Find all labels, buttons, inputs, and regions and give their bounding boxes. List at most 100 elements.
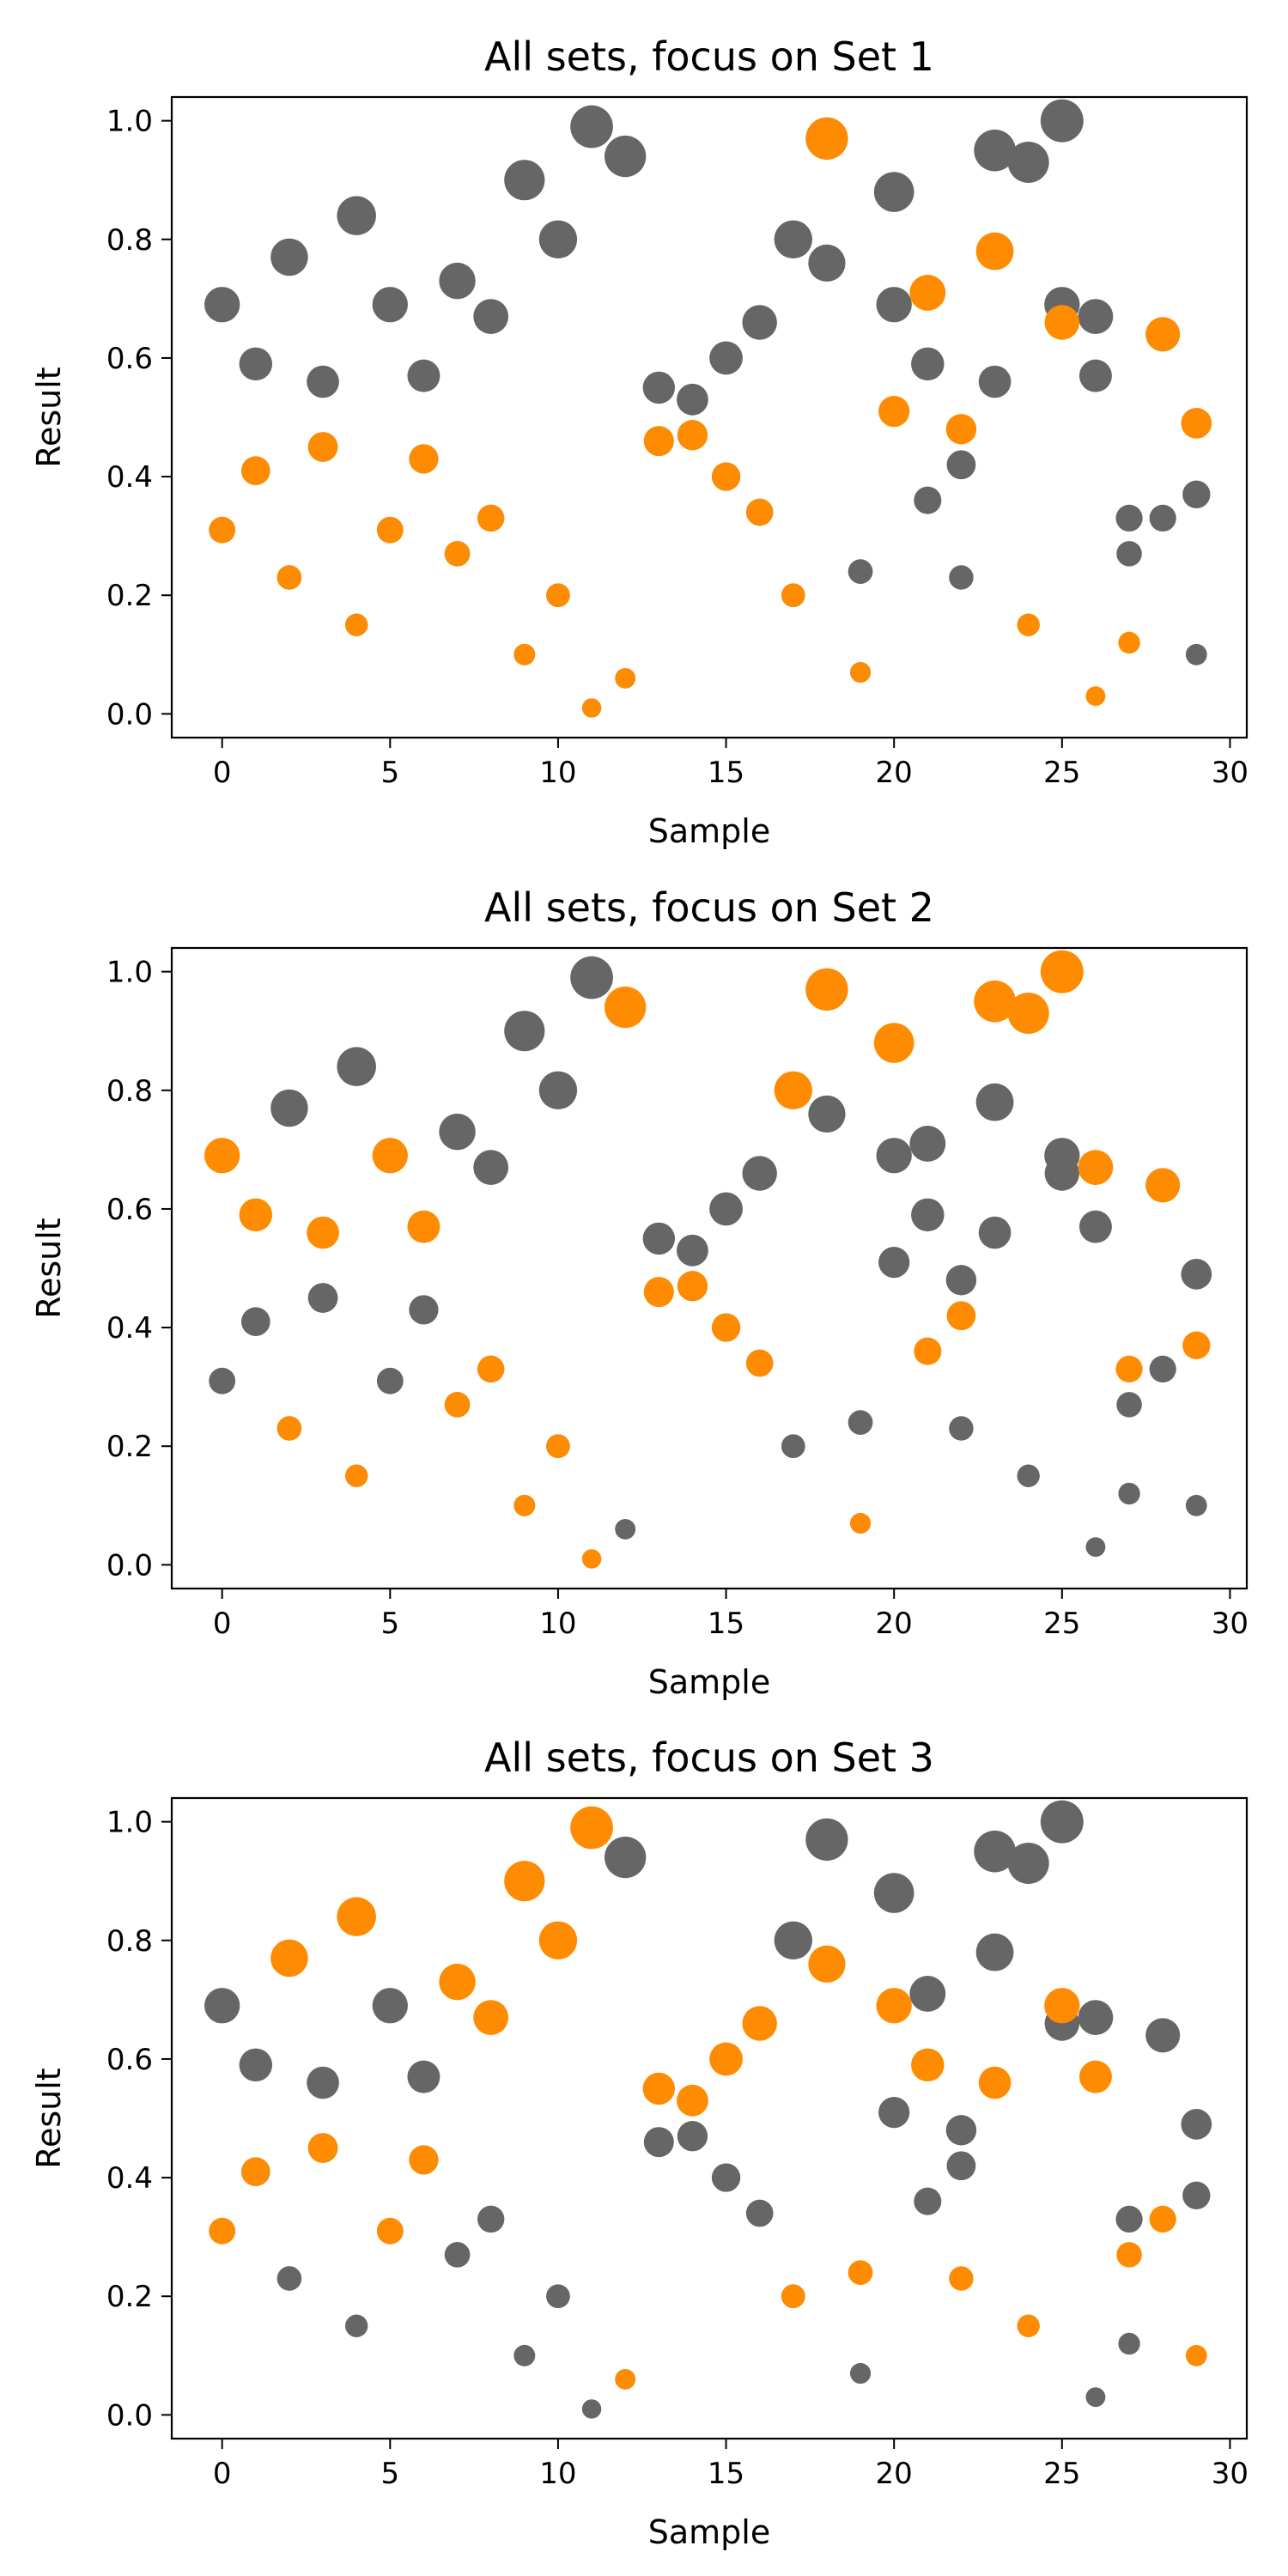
data-point xyxy=(270,1089,308,1127)
data-point xyxy=(914,486,942,514)
data-point xyxy=(911,1198,945,1232)
data-point xyxy=(949,1416,974,1441)
x-tick-label: 15 xyxy=(708,756,744,790)
data-point xyxy=(975,232,1014,270)
chart-title: All sets, focus on Set 3 xyxy=(484,1735,934,1781)
data-point xyxy=(615,1519,636,1540)
data-point xyxy=(873,1023,914,1063)
data-point xyxy=(1118,2332,1140,2355)
data-point xyxy=(709,2042,743,2076)
data-point xyxy=(615,668,636,689)
axes-frame xyxy=(170,1796,1249,2440)
x-tick-label: 25 xyxy=(1043,1607,1080,1641)
y-tick-label: 0.0 xyxy=(106,697,153,732)
data-point xyxy=(1017,613,1040,636)
data-point xyxy=(1078,1150,1114,1185)
data-point xyxy=(546,1434,570,1459)
data-point xyxy=(975,1933,1014,1971)
data-point xyxy=(643,1277,674,1308)
data-point xyxy=(677,420,708,451)
data-point xyxy=(709,341,743,375)
data-point xyxy=(1044,1988,1080,2024)
data-point xyxy=(439,1963,476,2001)
x-tick-label: 0 xyxy=(213,2457,232,2491)
data-point xyxy=(1040,950,1084,993)
data-point xyxy=(643,2127,674,2158)
data-point xyxy=(949,565,974,590)
y-tick-label: 0.2 xyxy=(106,579,153,613)
y-tick-label: 0.6 xyxy=(106,2043,153,2077)
data-point xyxy=(945,1265,977,1296)
data-point xyxy=(1182,1331,1211,1359)
data-point xyxy=(546,2284,570,2309)
data-point xyxy=(643,426,674,457)
y-tick-label: 0.4 xyxy=(106,1311,153,1346)
x-tick-label: 5 xyxy=(380,756,399,790)
y-tick-label: 0.8 xyxy=(106,223,153,258)
data-point xyxy=(1044,1138,1080,1174)
data-point xyxy=(945,2115,977,2146)
y-tick-label: 0.8 xyxy=(106,1074,153,1109)
data-point xyxy=(605,1836,647,1879)
data-point xyxy=(949,2266,974,2291)
data-point xyxy=(513,2344,536,2366)
x-tick-label: 0 xyxy=(213,1607,232,1641)
data-point xyxy=(774,1071,813,1109)
x-axis-label: Sample xyxy=(648,1663,770,1701)
data-point xyxy=(477,2205,505,2233)
data-point xyxy=(307,2133,338,2163)
data-point xyxy=(615,2369,636,2390)
subplot-set-3: All sets, focus on Set 3 Sample Result 0… xyxy=(30,1735,1249,2551)
x-tick-label: 0 xyxy=(213,756,232,790)
data-point xyxy=(642,1222,676,1255)
data-point xyxy=(477,1355,505,1383)
data-point xyxy=(711,1313,741,1342)
axes-frame xyxy=(170,946,1249,1590)
data-point xyxy=(204,1988,240,2024)
data-point xyxy=(945,414,977,445)
data-point xyxy=(1145,317,1181,352)
data-point xyxy=(439,262,476,300)
data-point xyxy=(1116,1392,1142,1418)
data-point xyxy=(1078,2000,1114,2035)
data-point xyxy=(946,1301,976,1331)
data-point xyxy=(444,541,471,567)
data-point xyxy=(276,2266,302,2291)
data-point xyxy=(204,1138,240,1174)
data-point xyxy=(241,1307,270,1336)
subplot-set-2: All sets, focus on Set 2 Sample Result 0… xyxy=(30,884,1249,1701)
data-point xyxy=(1116,541,1142,567)
x-axis-label: Sample xyxy=(648,2513,770,2551)
data-point xyxy=(239,1198,273,1232)
data-point xyxy=(850,662,872,683)
data-point xyxy=(909,1126,946,1162)
data-point xyxy=(473,1150,509,1185)
y-tick-label: 0.4 xyxy=(106,460,153,495)
data-point xyxy=(276,1416,302,1441)
axes-frame xyxy=(170,95,1249,739)
data-point xyxy=(742,305,777,340)
data-point xyxy=(605,986,647,1029)
data-point xyxy=(805,117,848,160)
y-tick-label: 0.4 xyxy=(106,2161,153,2196)
data-point xyxy=(345,613,368,636)
data-point xyxy=(974,129,1016,172)
data-point xyxy=(504,1011,545,1052)
x-tick-label: 20 xyxy=(876,2457,913,2491)
y-tick-label: 0.2 xyxy=(106,2280,153,2314)
data-point xyxy=(711,462,741,491)
data-point xyxy=(1182,480,1211,508)
data-point xyxy=(1185,1494,1207,1516)
data-point xyxy=(570,956,613,999)
data-point xyxy=(473,2000,509,2035)
data-point xyxy=(307,365,339,398)
data-point xyxy=(345,2314,368,2337)
data-point xyxy=(504,160,545,201)
data-point xyxy=(742,1156,777,1191)
data-point xyxy=(239,347,273,381)
data-point xyxy=(209,2217,236,2245)
data-point xyxy=(409,1295,439,1325)
data-point xyxy=(848,1410,873,1435)
y-tick-label: 0.6 xyxy=(106,342,153,376)
